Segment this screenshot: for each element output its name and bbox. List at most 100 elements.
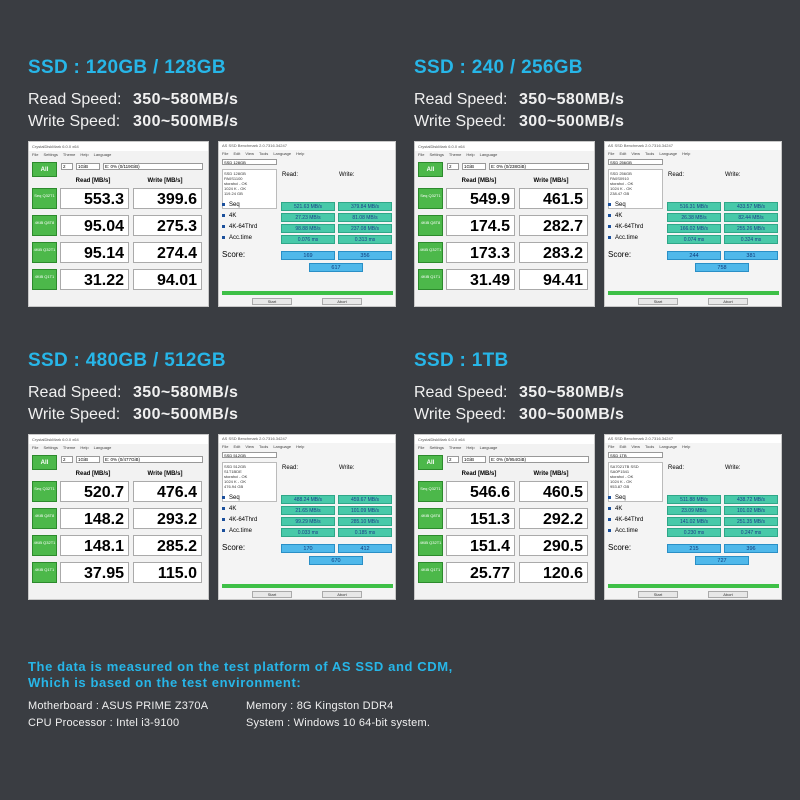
write-speed-label: Write Speed:	[28, 113, 121, 130]
write-speed-value: 300~500MB/s	[519, 113, 625, 130]
cdm-test-button[interactable]: Seq Q32T1	[418, 188, 443, 209]
cdm-menu-item[interactable]: Help	[80, 445, 89, 450]
cdm-menu-item[interactable]: File	[32, 445, 39, 450]
cdm-title-bar: CrystalDiskMark 6.0.0 x64	[29, 142, 208, 151]
asd-drive-select[interactable]: SSD 128GB	[222, 159, 277, 165]
asd-row-name: Acc.time	[229, 528, 253, 534]
cdm-menu-item[interactable]: Settings	[429, 445, 444, 450]
asd-menu-item[interactable]: Help	[682, 444, 691, 449]
asd-drive-select[interactable]: SSD 1TB	[608, 452, 663, 458]
asd-menu-item[interactable]: Edit	[233, 444, 241, 449]
cdm-menu-item[interactable]: File	[32, 152, 39, 157]
cdm-controls: All 2 1GiB E: 0% (0/238GiB)	[417, 162, 593, 177]
asd-menu-item[interactable]: Edit	[233, 151, 241, 156]
cdm-menu-item[interactable]: Help	[466, 445, 475, 450]
cdm-test-button[interactable]: 4KiB Q32T1	[418, 242, 443, 263]
cdm-test-button[interactable]: 4KiB Q1T1	[418, 562, 443, 583]
cdm-test-button[interactable]: Seq Q32T1	[32, 188, 57, 209]
asd-menu-item[interactable]: View	[631, 151, 640, 156]
cdm-test-button[interactable]: 4KiB Q8T8	[418, 508, 443, 529]
cdm-test-button[interactable]: 4KiB Q32T1	[418, 535, 443, 556]
asd-abort-button[interactable]: Abort	[708, 591, 748, 598]
asd-menu-item[interactable]: Tools	[258, 151, 269, 156]
cdm-drive-select[interactable]: E: 0% (0/954GiB)	[489, 456, 589, 463]
cdm-count-select[interactable]: 2	[447, 163, 459, 170]
cdm-all-button[interactable]: All	[418, 162, 443, 177]
asd-menu-item[interactable]: Tools	[258, 444, 269, 449]
asd-row-name: Seq	[615, 495, 626, 501]
asd-abort-button[interactable]: Abort	[322, 591, 362, 598]
asd-start-button[interactable]: Start	[252, 591, 292, 598]
cdm-read-header: Read [MB/s]	[461, 471, 497, 477]
cdm-read-value: 173.3	[446, 242, 515, 263]
cdm-test-button[interactable]: 4KiB Q1T1	[418, 269, 443, 290]
cdm-menu-item[interactable]: Settings	[429, 152, 444, 157]
cdm-test-button[interactable]: 4KiB Q1T1	[32, 269, 57, 290]
asd-menu-item[interactable]: View	[631, 444, 640, 449]
cdm-test-button[interactable]: 4KiB Q1T1	[32, 562, 57, 583]
cdm-write-value: 293.2	[133, 508, 202, 529]
asd-menu-item[interactable]: Language	[273, 444, 292, 449]
cdm-size-select[interactable]: 1GiB	[462, 163, 486, 170]
cdm-menu-item[interactable]: Help	[80, 152, 89, 157]
cdm-count-select[interactable]: 2	[447, 456, 459, 463]
asd-menu-item[interactable]: File	[222, 444, 229, 449]
asd-menu-item[interactable]: View	[245, 444, 254, 449]
asd-start-button[interactable]: Start	[638, 591, 678, 598]
asd-abort-button[interactable]: Abort	[322, 298, 362, 305]
cdm-test-button[interactable]: Seq Q32T1	[418, 481, 443, 502]
row-marker-icon	[222, 213, 225, 217]
asd-start-button[interactable]: Start	[638, 298, 678, 305]
asd-menu-item[interactable]: File	[608, 444, 615, 449]
cdm-size-select[interactable]: 1GiB	[462, 456, 486, 463]
cdm-menu-item[interactable]: Theme	[62, 445, 76, 450]
cdm-menu-item[interactable]: Language	[479, 152, 498, 157]
note-line-1: The data is measured on the test platfor…	[28, 659, 453, 674]
cdm-count-select[interactable]: 2	[61, 163, 73, 170]
asd-menu-item[interactable]: Language	[273, 151, 292, 156]
asd-menu-item[interactable]: Help	[296, 444, 305, 449]
asd-menu-item[interactable]: File	[222, 151, 229, 156]
asd-abort-button[interactable]: Abort	[708, 298, 748, 305]
asd-start-button[interactable]: Start	[252, 298, 292, 305]
asd-menu-item[interactable]: View	[245, 151, 254, 156]
asd-menu-item[interactable]: Help	[682, 151, 691, 156]
cdm-drive-select[interactable]: E: 0% (0/477GiB)	[103, 456, 203, 463]
asd-menu-item[interactable]: Language	[659, 444, 678, 449]
asd-drive-select[interactable]: SSD 512GB	[222, 452, 277, 458]
asd-menu-item[interactable]: Language	[659, 151, 678, 156]
cdm-size-select[interactable]: 1GiB	[76, 163, 100, 170]
cdm-test-button[interactable]: 4KiB Q8T8	[418, 215, 443, 236]
asd-menu-item[interactable]: Help	[296, 151, 305, 156]
cdm-menu-item[interactable]: File	[418, 152, 425, 157]
cdm-test-button[interactable]: 4KiB Q32T1	[32, 242, 57, 263]
cdm-all-button[interactable]: All	[418, 455, 443, 470]
cdm-drive-select[interactable]: E: 0% (0/119GiB)	[103, 163, 203, 170]
cdm-menu-item[interactable]: Language	[479, 445, 498, 450]
cdm-size-select[interactable]: 1GiB	[76, 456, 100, 463]
cdm-write-value: 283.2	[519, 242, 588, 263]
cdm-all-button[interactable]: All	[32, 455, 57, 470]
asd-drive-select[interactable]: SSD 256GB	[608, 159, 663, 165]
cdm-menu-item[interactable]: Theme	[448, 445, 462, 450]
asd-menu-item[interactable]: File	[608, 151, 615, 156]
cdm-test-button[interactable]: 4KiB Q32T1	[32, 535, 57, 556]
cdm-menu-item[interactable]: Settings	[43, 152, 58, 157]
cdm-test-button[interactable]: 4KiB Q8T8	[32, 215, 57, 236]
cdm-menu-item[interactable]: Language	[93, 445, 112, 450]
asd-menu-item[interactable]: Edit	[619, 151, 627, 156]
cdm-menu-item[interactable]: Settings	[43, 445, 58, 450]
cdm-test-button[interactable]: 4KiB Q8T8	[32, 508, 57, 529]
asd-menu-item[interactable]: Edit	[619, 444, 627, 449]
cdm-menu-item[interactable]: Theme	[448, 152, 462, 157]
asd-menu-item[interactable]: Tools	[644, 444, 655, 449]
asd-menu-item[interactable]: Tools	[644, 151, 655, 156]
cdm-test-button[interactable]: Seq Q32T1	[32, 481, 57, 502]
cdm-count-select[interactable]: 2	[61, 456, 73, 463]
cdm-all-button[interactable]: All	[32, 162, 57, 177]
cdm-menu-item[interactable]: Theme	[62, 152, 76, 157]
cdm-drive-select[interactable]: E: 0% (0/238GiB)	[489, 163, 589, 170]
cdm-menu-item[interactable]: Language	[93, 152, 112, 157]
cdm-menu-item[interactable]: Help	[466, 152, 475, 157]
cdm-menu-item[interactable]: File	[418, 445, 425, 450]
